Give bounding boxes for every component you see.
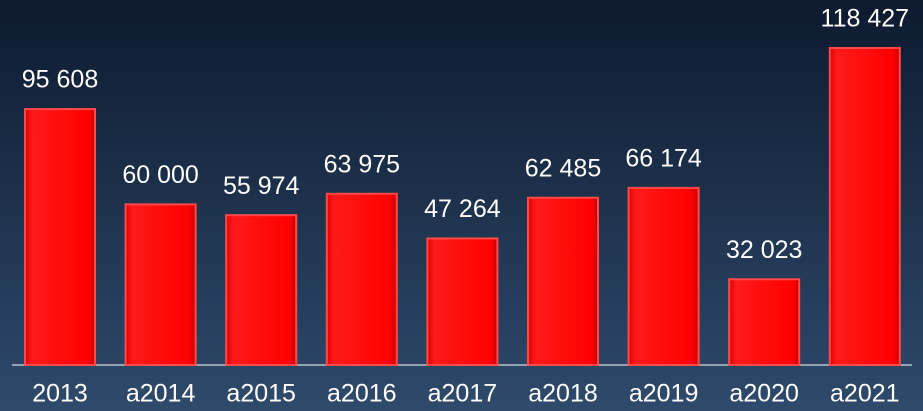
x-tick-label: 2013 <box>32 380 88 408</box>
bar <box>828 47 901 366</box>
bar <box>627 186 700 366</box>
value-label: 47 264 <box>424 195 501 223</box>
value-label: 62 485 <box>525 154 601 182</box>
x-tick-label: a2016 <box>327 380 397 408</box>
value-label: 95 608 <box>22 66 98 94</box>
bar <box>225 214 298 366</box>
x-tick-label: a2021 <box>830 380 900 408</box>
x-tick-label: a2019 <box>629 380 699 408</box>
x-tick-label: a2015 <box>226 380 296 408</box>
value-label: 118 427 <box>821 5 910 33</box>
bar <box>728 278 801 366</box>
bar <box>426 237 499 366</box>
bar <box>24 108 96 366</box>
bar <box>325 192 398 366</box>
value-label: 32 023 <box>726 236 802 264</box>
value-label: 66 174 <box>625 144 702 172</box>
x-tick-label: a2018 <box>528 380 598 408</box>
x-tick-label: a2014 <box>126 380 196 408</box>
x-tick-label: a2017 <box>428 380 498 408</box>
x-tick-label: a2020 <box>729 380 799 408</box>
value-label: 63 975 <box>324 150 400 178</box>
value-label: 60 000 <box>122 161 198 189</box>
bar <box>124 203 197 366</box>
value-label: 55 974 <box>223 172 300 200</box>
bar <box>527 196 599 366</box>
